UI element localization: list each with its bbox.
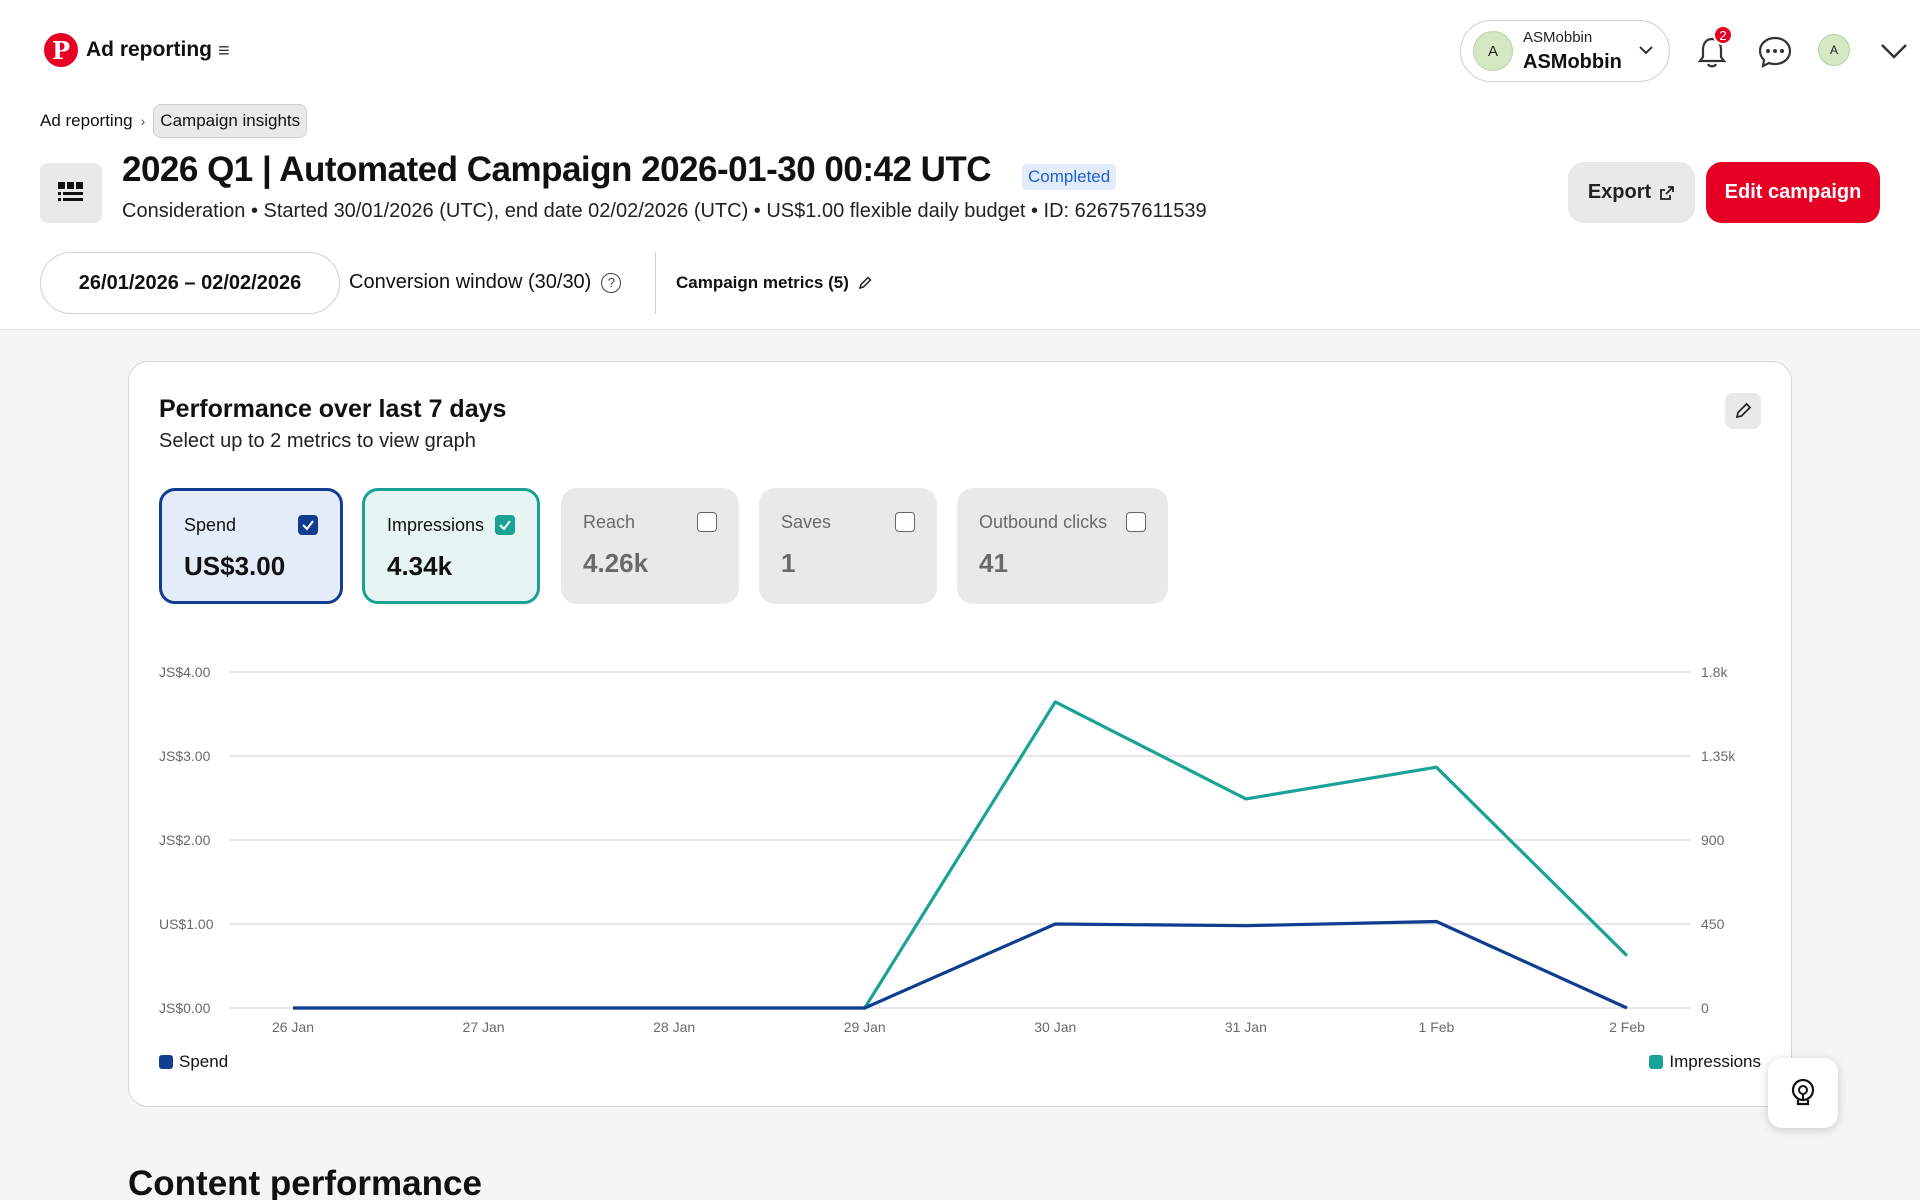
app-title[interactable]: Ad reporting: [86, 38, 212, 61]
campaign-grid-icon: [58, 182, 83, 201]
metric-card-reach[interactable]: Reach 4.26k: [561, 488, 739, 604]
x-tick-label: 26 Jan: [272, 1019, 314, 1032]
top-header: P Ad reporting ≡ A ASMobbin ASMobbin 2 A…: [0, 0, 1920, 330]
metric-label: Outbound clicks: [979, 512, 1108, 532]
x-tick-label: 30 Jan: [1034, 1019, 1076, 1032]
pencil-icon: [1735, 402, 1752, 419]
user-avatar[interactable]: A: [1818, 34, 1850, 66]
x-tick-label: 29 Jan: [844, 1019, 886, 1032]
pencil-icon: [858, 276, 872, 290]
legend-swatch: [159, 1055, 173, 1069]
metric-checkbox[interactable]: [697, 512, 717, 532]
x-tick-label: 27 Jan: [463, 1019, 505, 1032]
breadcrumb-ad-reporting[interactable]: Ad reporting: [40, 111, 133, 130]
export-label: Export: [1587, 181, 1652, 203]
x-tick-label: 1 Feb: [1419, 1019, 1455, 1032]
series-line-spend: [293, 919, 1628, 1010]
metric-value: 41: [979, 548, 1008, 578]
conversion-window[interactable]: Conversion window (30/30) ?: [349, 271, 622, 294]
edit-chart-button[interactable]: [1725, 393, 1761, 429]
y-left-tick-label: JS$2.00: [159, 832, 211, 848]
performance-card: Performance over last 7 days Select up t…: [128, 361, 1792, 1107]
x-tick-label: 31 Jan: [1225, 1019, 1267, 1032]
notification-badge: 2: [1713, 25, 1733, 45]
messages-icon[interactable]: [1755, 32, 1795, 72]
y-right-tick-label: 1.8k: [1701, 664, 1728, 680]
edit-campaign-button[interactable]: Edit campaign: [1706, 162, 1880, 223]
metric-value: 1: [781, 548, 796, 578]
metric-checkbox[interactable]: [1126, 512, 1146, 532]
y-left-tick-label: JS$0.00: [159, 1000, 211, 1016]
campaign-details: Consideration • Started 30/01/2026 (UTC)…: [122, 200, 1207, 222]
x-tick-label: 2 Feb: [1609, 1019, 1645, 1032]
y-left-tick-label: US$1.00: [159, 916, 214, 932]
campaign-type-icon: [40, 163, 102, 223]
checkmark-icon: [499, 520, 511, 531]
breadcrumb-campaign-insights[interactable]: Campaign insights: [153, 104, 308, 138]
y-right-tick-label: 900: [1701, 832, 1725, 848]
insights-tip-button[interactable]: [1768, 1058, 1838, 1128]
filter-divider: [655, 252, 656, 314]
performance-chart: JS$0.00 0 US$1.00 450 JS$2.00 900 JS$3.00 1.35k…: [159, 664, 1736, 1032]
account-name: ASMobbin: [1523, 51, 1622, 73]
campaign-metrics-button[interactable]: Campaign metrics (5): [676, 273, 873, 293]
date-range-picker[interactable]: 26/01/2026 – 02/02/2026: [40, 252, 340, 314]
y-left-tick-label: JS$4.00: [159, 664, 211, 680]
metric-label: Spend: [184, 515, 237, 535]
chevron-down-icon: [1639, 46, 1653, 55]
metric-value: US$3.00: [184, 551, 286, 581]
metric-value: 4.34k: [387, 551, 453, 581]
performance-subtitle: Select up to 2 metrics to view graph: [159, 430, 476, 452]
metric-value: 4.26k: [583, 548, 649, 578]
checkmark-icon: [302, 520, 314, 531]
metric-card-outbound-clicks[interactable]: Outbound clicks 41: [957, 488, 1168, 604]
legend-label: Impressions: [1669, 1052, 1761, 1071]
external-link-icon: [1660, 185, 1675, 200]
account-small-name: ASMobbin: [1523, 29, 1593, 46]
y-left-tick-label: JS$3.00: [159, 748, 211, 764]
y-right-tick-label: 1.35k: [1701, 748, 1736, 764]
metric-card-saves[interactable]: Saves 1: [759, 488, 937, 604]
lightbulb-icon: [1791, 1078, 1815, 1106]
y-right-tick-label: 0: [1701, 1000, 1709, 1016]
chevron-down-icon[interactable]: [1876, 36, 1912, 66]
legend-impressions: Impressions: [1649, 1052, 1761, 1072]
metric-checkbox[interactable]: [298, 515, 318, 535]
conversion-window-label: Conversion window (30/30): [349, 271, 592, 293]
metric-card-spend[interactable]: Spend US$3.00: [159, 488, 343, 604]
status-badge: Completed: [1022, 164, 1117, 190]
page-title: 2026 Q1 | Automated Campaign 2026-01-30 …: [122, 150, 992, 189]
legend-swatch: [1649, 1055, 1664, 1069]
menu-icon[interactable]: ≡: [218, 40, 230, 62]
performance-title: Performance over last 7 days: [159, 395, 507, 423]
metric-label: Reach: [583, 512, 636, 532]
account-switcher[interactable]: A ASMobbin ASMobbin: [1460, 20, 1670, 82]
export-button[interactable]: Export: [1568, 162, 1695, 223]
x-tick-label: 28 Jan: [653, 1019, 695, 1032]
metric-checkbox[interactable]: [495, 515, 515, 535]
pinterest-logo[interactable]: P: [44, 33, 78, 67]
chevron-right-icon: ›: [140, 113, 146, 129]
legend-spend: Spend: [159, 1052, 228, 1072]
metric-label: Impressions: [387, 515, 485, 535]
metric-checkbox[interactable]: [895, 512, 915, 532]
series-line-impressions: [293, 700, 1629, 1010]
y-right-tick-label: 450: [1701, 916, 1725, 932]
breadcrumb: Ad reporting › Campaign insights: [40, 104, 308, 138]
metric-card-impressions[interactable]: Impressions 4.34k: [362, 488, 540, 604]
metric-label: Saves: [781, 512, 832, 532]
content-performance-heading: Content performance: [128, 1164, 482, 1200]
account-avatar: A: [1473, 31, 1513, 71]
legend-label: Spend: [179, 1052, 229, 1071]
campaign-metrics-label: Campaign metrics (5): [676, 273, 849, 292]
help-icon[interactable]: ?: [601, 272, 622, 293]
